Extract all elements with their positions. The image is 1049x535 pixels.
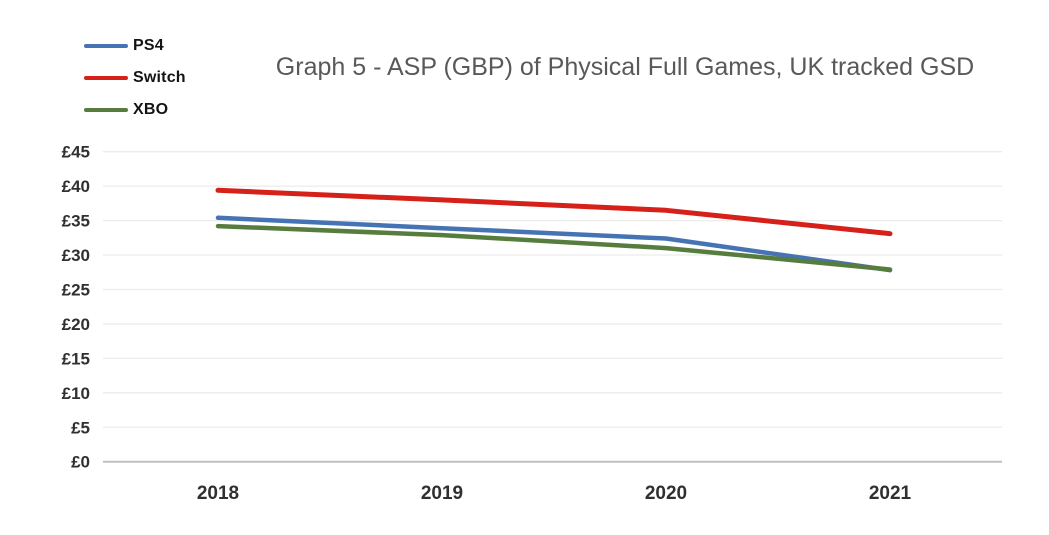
y-tick-label: £40 <box>62 177 90 196</box>
y-tick-label: £35 <box>62 212 90 231</box>
x-tick-label: 2020 <box>645 483 687 504</box>
chart-title: Graph 5 - ASP (GBP) of Physical Full Gam… <box>275 53 975 81</box>
legend-swatch-ps4 <box>84 43 128 49</box>
y-tick-label: £30 <box>62 246 90 265</box>
y-tick-label: £0 <box>71 453 90 472</box>
legend-item-switch: Switch <box>84 66 186 90</box>
y-tick-label: £45 <box>62 143 90 162</box>
legend-item-ps4: PS4 <box>84 34 186 58</box>
series-line-xbo <box>215 223 893 272</box>
y-tick-label: £5 <box>71 418 90 437</box>
y-tick-label: £15 <box>62 349 90 368</box>
y-tick-label: £20 <box>62 315 90 334</box>
series-line-switch <box>215 187 893 237</box>
chart-legend: PS4 Switch XBO <box>84 34 186 130</box>
legend-label-switch: Switch <box>133 69 186 86</box>
y-tick-label: £10 <box>62 384 90 403</box>
y-tick-label: £25 <box>62 280 90 299</box>
x-tick-label: 2019 <box>421 483 463 504</box>
legend-item-xbo: XBO <box>84 98 186 122</box>
legend-label-xbo: XBO <box>133 101 169 118</box>
legend-swatch-switch <box>84 75 128 81</box>
series-line-ps4 <box>215 215 893 273</box>
x-tick-label: 2021 <box>869 483 912 504</box>
legend-swatch-xbo <box>84 107 128 113</box>
x-tick-label: 2018 <box>197 483 239 504</box>
legend-label-ps4: PS4 <box>133 37 164 54</box>
